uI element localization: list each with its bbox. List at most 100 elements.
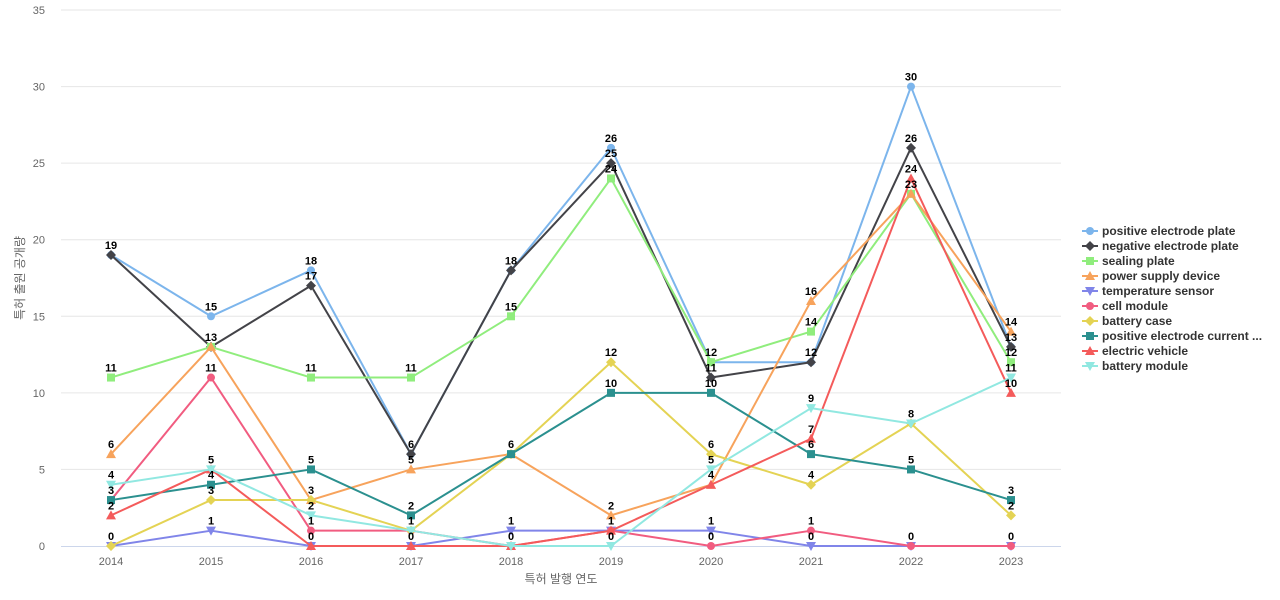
x-tick-label: 2023 [999,556,1023,568]
data-point [306,280,316,291]
data-point [1007,358,1015,367]
legend-item[interactable]: power supply device [1082,269,1220,283]
data-label: 6 [408,439,414,451]
data-label: 26 [905,133,917,145]
legend-symbol [1086,332,1094,340]
data-point [1006,326,1016,336]
legend-item[interactable]: positive electrode plate [1082,224,1236,238]
legend-label: sealing plate [1102,254,1175,268]
series-line [110,146,1012,456]
data-label: 9 [808,393,814,405]
data-label: 5 [208,454,214,466]
data-point [307,266,315,275]
data-label: 14 [805,317,818,329]
data-point [806,433,816,443]
legend-symbol [1085,316,1095,326]
data-point [406,526,416,536]
data-point [207,312,215,321]
data-point [806,479,816,490]
legend-symbol [1086,302,1094,310]
data-label: 5 [908,454,914,466]
data-label: 0 [608,531,614,543]
data-label: 17 [305,271,317,283]
data-label: 2 [308,500,314,512]
data-label: 4 [208,470,215,482]
x-tick-label: 2018 [499,556,523,568]
legend-label: cell module [1102,299,1168,313]
data-point [1006,387,1016,397]
legend-symbol [1086,257,1094,265]
series-line [110,192,1012,517]
data-label: 2 [408,500,414,512]
x-tick-label: 2015 [199,556,223,568]
data-point [607,174,615,183]
data-point [506,526,516,536]
data-point [206,341,216,351]
legend-item[interactable]: battery module [1082,359,1188,373]
data-label: 0 [108,531,114,543]
x-axis-title: 특허 발행 연도 [525,571,598,586]
data-label: 0 [508,531,514,543]
data-label: 15 [205,301,217,313]
legend-item[interactable]: negative electrode plate [1082,239,1239,253]
data-label: 0 [908,531,914,543]
data-label: 5 [308,454,314,466]
y-tick-label: 15 [33,311,45,323]
legend-item[interactable]: temperature sensor [1082,284,1214,298]
data-point [306,541,316,550]
y-tick-label: 30 [33,82,45,94]
data-label: 16 [805,286,817,298]
legend-item[interactable]: electric vehicle [1082,344,1188,358]
series-line [110,391,1012,517]
legend-symbol [1085,271,1095,280]
data-label: 6 [508,439,514,451]
series-10 [106,373,1016,551]
data-label: 11 [305,363,317,375]
data-label: 0 [708,531,714,543]
data-point [806,542,816,551]
data-point [907,82,915,91]
series-group [106,82,1016,551]
x-tick-label: 2017 [399,556,423,568]
data-point [807,327,815,336]
data-point [106,449,116,459]
legend-item[interactable]: positive electrode current ... [1082,329,1262,343]
x-axis-ticks: 2014 2015 2016 2017 2018 2019 2020 2021 2022 2023 [99,556,1023,568]
series-line [110,529,1012,547]
series-9 [106,173,1016,550]
data-point [806,357,816,368]
x-tick-label: 2021 [799,556,823,568]
data-point [306,511,316,521]
data-label: 0 [308,531,314,543]
data-point [406,449,416,460]
series-7 [106,357,1016,551]
data-point [906,419,916,429]
data-label: 12 [1005,347,1017,359]
legend-item[interactable]: sealing plate [1082,254,1175,268]
data-point [606,357,616,368]
data-point [406,541,416,550]
legend-item[interactable]: battery case [1082,314,1172,328]
y-axis-ticks: 0 5 10 15 20 25 30 35 [33,5,45,553]
data-label: 26 [605,133,617,145]
data-point [307,526,315,535]
legend-symbol [1085,241,1095,251]
data-label: 11 [105,363,117,375]
data-point [206,526,216,536]
data-point [206,495,216,506]
data-label: 1 [508,516,514,528]
data-point [907,465,915,474]
data-label: 0 [808,531,814,543]
series-line [110,177,1012,379]
data-point [807,526,815,535]
legend-label: electric vehicle [1102,344,1188,358]
data-point [106,541,116,551]
data-label: 7 [808,424,814,436]
series-1 [107,82,1015,459]
data-point [907,542,915,550]
legend-label: positive electrode plate [1102,224,1236,238]
legend-item[interactable]: cell module [1082,299,1168,313]
data-point [107,373,115,382]
